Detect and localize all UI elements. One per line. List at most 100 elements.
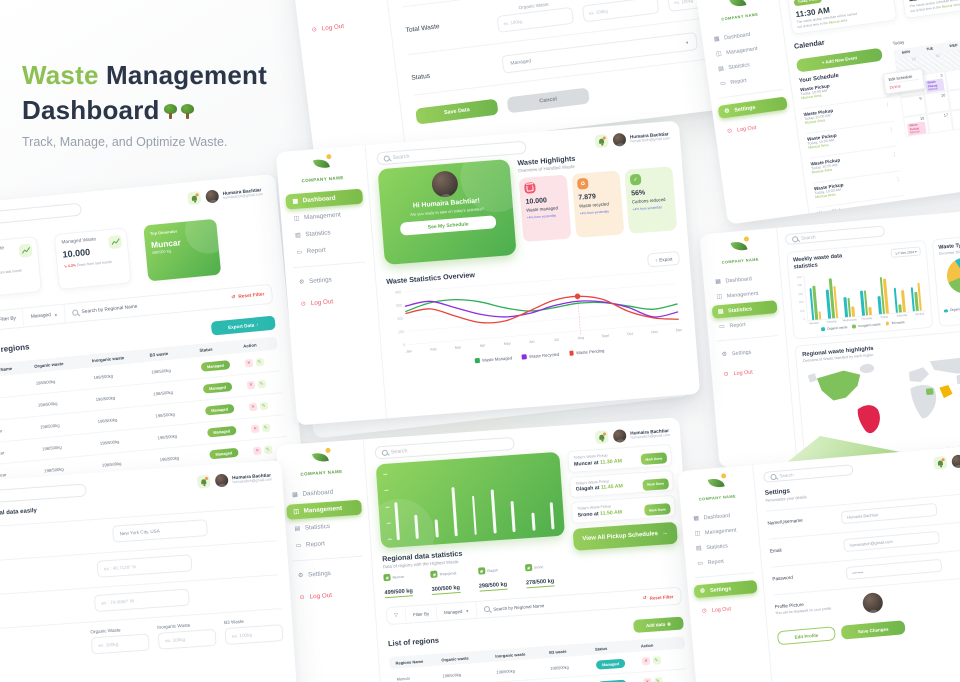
sidebar-item-settings[interactable]: ⚙ Settings: [717, 96, 788, 119]
kebab-menu-icon[interactable]: ⋮: [891, 151, 898, 159]
mark-done-button[interactable]: Mark Done: [642, 477, 669, 491]
leaf-logo-icon: [729, 236, 749, 253]
date-badge: Today, 9 Dec: [793, 0, 823, 6]
day-label: Friday: [880, 315, 889, 320]
notifications-button[interactable]: [187, 191, 202, 206]
edit-button[interactable]: ✎: [257, 379, 266, 388]
sidebar-item-logout[interactable]: ⊙ Log Out: [695, 600, 759, 618]
calendar-cell[interactable]: 18: [950, 107, 960, 131]
mark-done-button[interactable]: Mark Done: [640, 452, 668, 466]
sidebar-item-settings[interactable]: ⚙ Settings: [693, 579, 758, 599]
notifications-button[interactable]: [933, 455, 948, 470]
view-all-pickups-button[interactable]: View All Pickup Schedules →: [572, 521, 678, 551]
delete-button[interactable]: ✕: [641, 656, 651, 666]
notifications-button[interactable]: [196, 474, 211, 489]
sidebar-item-settings[interactable]: ⚙ Settings: [292, 269, 370, 290]
cancel-button[interactable]: Cancel: [506, 87, 590, 114]
sidebar-item-logout[interactable]: ⊙ Log Out: [292, 585, 368, 605]
see-my-schedule-button[interactable]: See My Schedule: [399, 215, 497, 236]
today-button[interactable]: Today: [892, 39, 905, 47]
email-input[interactable]: humairabch@gmail.com: [843, 530, 940, 553]
profile-avatar[interactable]: [861, 592, 884, 614]
edit-button[interactable]: ✎: [254, 357, 264, 367]
latitude-input[interactable]: ex : 40.7128° N: [96, 554, 193, 578]
reset-filter-button[interactable]: ↺ Reset Filter: [231, 291, 265, 301]
title-line2: Dashboard: [22, 95, 160, 125]
user-menu[interactable]: Humaira Bachtiar humairabch@gmail.com: [612, 426, 671, 443]
reset-filter-button[interactable]: ↺ Reset Filter: [642, 593, 674, 601]
delete-button[interactable]: ✕: [248, 402, 258, 411]
sidebar-item-label: Settings: [709, 585, 732, 594]
calendar-event-chip[interactable]: Waste Pickup Muncar Area: [906, 121, 928, 138]
edit-button[interactable]: ✎: [652, 656, 661, 665]
notifications-button[interactable]: [594, 134, 609, 149]
chart-text: Apr: [480, 343, 487, 347]
filter-status-select[interactable]: Managed ▼: [23, 304, 67, 327]
edit-button[interactable]: ✎: [259, 401, 268, 410]
add-data-button[interactable]: Add data ⊕: [633, 616, 684, 633]
legend-item: Inorganic waste: [852, 322, 881, 329]
filter-search-input[interactable]: Search by Regional Name: [65, 297, 145, 322]
sidebar-item-report[interactable]: ▭ Report: [289, 534, 365, 554]
sidebar-item-logout[interactable]: ⊙ Log Out: [304, 14, 384, 39]
delete-button[interactable]: ✕: [246, 380, 256, 390]
filter-icon-cell[interactable]: ▽: [386, 606, 407, 625]
delete-button[interactable]: ✕: [250, 424, 260, 433]
sidebar-item-logout[interactable]: ⊙ Log Out: [720, 116, 790, 138]
sidebar-item-logout[interactable]: ⊙ Log Out: [717, 363, 783, 382]
notifications-button[interactable]: [594, 430, 609, 445]
organic-waste-input[interactable]: ex. 100kg: [90, 633, 150, 655]
edit-profile-button[interactable]: Edit Profile: [776, 626, 836, 646]
search-placeholder: Search: [779, 472, 794, 479]
sidebar-item-logout[interactable]: ⊙ Log Out: [293, 291, 371, 312]
save-changes-button[interactable]: Save Changes: [840, 620, 906, 640]
chart-text: Sept: [602, 334, 610, 339]
save-data-button[interactable]: Save Data: [415, 98, 499, 125]
user-menu[interactable]: Humaira Bachtiar humairabch@gmail.com: [612, 129, 671, 147]
region-name-input[interactable]: New York City, USA: [112, 519, 209, 543]
filter-search-input[interactable]: Search by Regional Name: [477, 597, 552, 618]
username-input[interactable]: Humaira Bachtiar: [840, 502, 938, 525]
longitude-input[interactable]: ex : 74.0060° W: [93, 588, 190, 613]
edit-button[interactable]: ✎: [261, 423, 270, 432]
mark-done-button[interactable]: Mark Done: [644, 503, 671, 516]
sidebar-item-settings[interactable]: ⚙ Settings: [715, 343, 781, 362]
export-data-button[interactable]: Export Data ↑: [210, 315, 276, 336]
kebab-menu-icon[interactable]: ⋮: [898, 201, 905, 208]
calendar-cell[interactable]: 11: [947, 87, 960, 111]
inorganic-waste-input[interactable]: ex. 100kg: [157, 628, 217, 650]
pickup-reminder-card: Today, 9 Dec 11:45 AM The waste pickup s…: [898, 0, 960, 20]
inorganic-waste-input[interactable]: ex. 100kg: [581, 0, 660, 23]
search-input[interactable]: Search: [784, 225, 886, 246]
avatar: [205, 189, 220, 204]
sidebar-item-settings[interactable]: ⚙ Settings: [291, 564, 367, 584]
calendar-cell[interactable]: 17: [926, 110, 954, 135]
edit-button[interactable]: ✎: [263, 444, 273, 454]
sidebar-item-label: Statistics: [727, 61, 751, 71]
kebab-menu-icon[interactable]: ⋮: [884, 102, 891, 109]
calendar-cell[interactable]: 4: [944, 67, 960, 92]
kebab-menu-icon[interactable]: ⋮: [895, 176, 902, 184]
delete-button[interactable]: ✕: [244, 358, 254, 368]
delete-button[interactable]: ✕: [252, 445, 262, 455]
sidebar-item-report[interactable]: ▭ Report: [691, 552, 755, 570]
user-menu[interactable]: Humaira Bachtiar humairabch@gmail.com: [205, 185, 263, 204]
filter-status-select[interactable]: Managed ▼: [436, 601, 478, 621]
search-input[interactable]: Search: [0, 483, 87, 505]
search-input[interactable]: Search: [762, 464, 854, 483]
dashboard-icon: ▦: [292, 198, 299, 206]
list-of-regions-title: List of regions: [387, 635, 440, 649]
date-range-select[interactable]: 1-7 Dec 2024 ▾: [890, 246, 922, 258]
password-input[interactable]: ••••••••: [845, 558, 943, 581]
edit-button[interactable]: ✎: [653, 677, 663, 682]
kebab-menu-icon[interactable]: ⋮: [888, 126, 895, 134]
sidebar-item-report[interactable]: ▭ Report: [289, 239, 367, 260]
calendar-cell[interactable]: 16 Waste Pickup Muncar Area: [903, 114, 930, 138]
b3-waste-input[interactable]: ex. 100kg: [224, 624, 284, 646]
user-menu[interactable]: Humaira Bachtiar humairabch@gmail.com: [214, 470, 273, 488]
region-stat: ▣ Srono 278/500 kg: [524, 561, 569, 589]
search-input[interactable]: Search: [0, 202, 82, 228]
calendar-cell[interactable]: 31: [942, 48, 960, 72]
legend-item: Organic waste: [943, 306, 960, 313]
delete-button[interactable]: ✕: [643, 677, 652, 682]
